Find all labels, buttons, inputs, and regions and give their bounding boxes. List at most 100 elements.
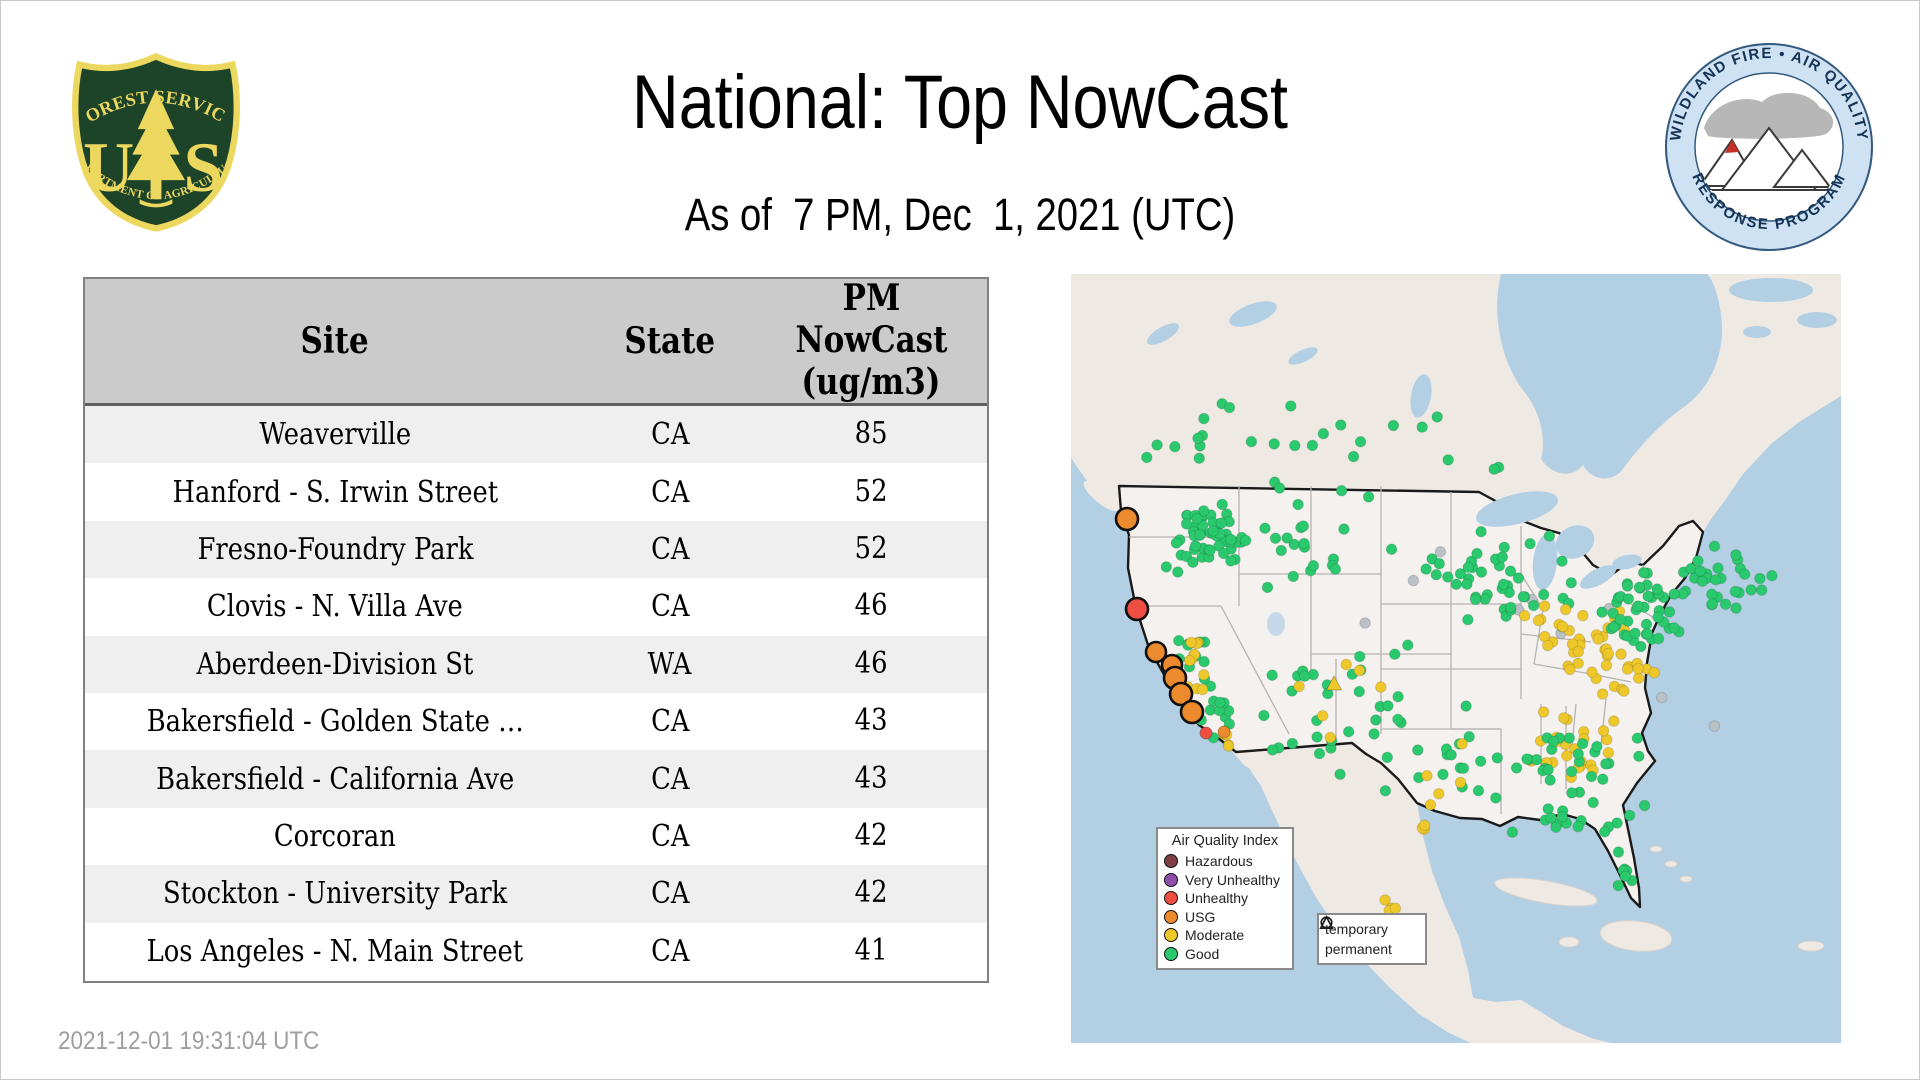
site-cell: Bakersfield - Golden State …: [146, 704, 524, 740]
monitor-dot-moderate: [1183, 654, 1196, 667]
table-row: Hanford - S. Irwin Street CA 52: [85, 463, 987, 521]
aqi-legend-label: Good: [1185, 945, 1220, 962]
monitor-dot-moderate: [1559, 603, 1572, 616]
monitor-dot-moderate: [1566, 638, 1579, 650]
monitor-dot-good: [1281, 532, 1293, 544]
monitor-dot-good: [1638, 799, 1651, 812]
state-cell: CA: [650, 818, 690, 854]
aqi-top-site-markers: [1114, 506, 1343, 740]
state-cell: CA: [650, 933, 690, 969]
nowcast-table-body: Weaverville CA 85 Hanford - S. Irwin Street…: [85, 406, 987, 980]
mountains-icon: [1698, 126, 1833, 191]
monitor-dot-good: [1259, 522, 1271, 535]
monitor-dot-moderate: [1293, 680, 1305, 693]
monitor-dot-good: [1273, 482, 1286, 494]
monitor-dot-no_data: [1434, 546, 1447, 558]
top-site-marker-unhealthy: [1199, 726, 1213, 740]
monitor-dot-good: [1442, 454, 1455, 466]
monitor-dot-good: [1640, 618, 1653, 631]
monitor-dot-good: [1498, 541, 1511, 554]
monitor-type-label: temporary: [1325, 921, 1389, 937]
monitor-dot-good: [1612, 879, 1625, 892]
monitor-dot-good: [1461, 578, 1473, 591]
top-site-marker-usg: [1179, 699, 1205, 725]
monitor-dot-good: [1572, 820, 1584, 833]
monitor-dot-moderate: [1353, 664, 1366, 677]
monitor-dot-good: [1738, 568, 1751, 581]
aqi-dots-layer: [1141, 398, 1778, 917]
site-cell: Bakersfield - California Ave: [155, 761, 515, 797]
nowcast-value-cell: 41: [854, 932, 888, 968]
monitor-dot-good: [1622, 593, 1635, 605]
monitor-dot-good: [1544, 774, 1557, 786]
monitor-dot-moderate: [1222, 740, 1235, 752]
site-cell: Clovis - N. Villa Ave: [207, 589, 463, 625]
monitor-dot-good: [1537, 588, 1550, 601]
monitor-dot-good: [1416, 421, 1429, 433]
column-header-line: (ug/m3): [801, 360, 941, 403]
monitor-dot-good: [1392, 690, 1404, 703]
monitor-dot-good: [1475, 566, 1488, 578]
monitor-dot-good: [1642, 590, 1654, 603]
monitor-dot-moderate: [1586, 666, 1598, 679]
monitor-dot-good: [1755, 584, 1768, 596]
nowcast-value-cell: 52: [854, 531, 888, 567]
monitor-dot-good: [1471, 547, 1483, 560]
monitor-dot-good: [1460, 700, 1472, 712]
aqi-legend-item: USG: [1164, 908, 1286, 927]
table-header-row: Site State PM NowCast (ug/m3): [85, 278, 987, 406]
monitor-dot-moderate: [1556, 620, 1569, 633]
monitor-dot-good: [1430, 568, 1443, 581]
monitor-dot-good: [1306, 439, 1319, 452]
monitor-dot-good: [1269, 532, 1282, 545]
monitor-dot-moderate: [1185, 636, 1197, 649]
shield-letter-u: U: [83, 129, 134, 207]
top-site-marker-usg: [1144, 640, 1168, 664]
monitor-dot-moderate: [1424, 799, 1437, 811]
monitor-dot-good: [1172, 566, 1184, 578]
top-site-marker-usg: [1217, 725, 1231, 739]
monitor-dot-good: [1652, 611, 1664, 624]
monitor-dot-good: [1225, 533, 1237, 546]
monitor-dot-good: [1379, 785, 1392, 797]
monitor-dot-moderate: [1602, 746, 1615, 759]
monitor-dot-good: [1198, 655, 1210, 668]
monitor-dot-good: [1708, 540, 1721, 553]
aqi-legend-item: Good: [1164, 945, 1286, 964]
monitor-dot-good: [1629, 627, 1641, 640]
aqi-legend-items: Hazardous Very Unhealthy Unhealthy USG Moder…: [1164, 852, 1286, 963]
monitor-dot-good: [1506, 826, 1519, 839]
monitor-dot-good: [1587, 796, 1600, 809]
monitor-dot-good: [1381, 751, 1394, 764]
monitor-dot-good: [1462, 561, 1475, 574]
monitor-dot-moderate: [1564, 663, 1576, 676]
nowcast-value-cell: 85: [854, 416, 888, 452]
monitor-dot-good: [1385, 543, 1398, 556]
monitor-dot-good: [1547, 735, 1560, 748]
monitor-dot-good: [1217, 547, 1230, 560]
monitor-dot-moderate: [1316, 710, 1329, 722]
shield-letter-s: S: [184, 129, 223, 207]
aqi-legend: Air Quality Index Hazardous Very Unhealth…: [1156, 827, 1294, 970]
monitor-dot-good: [1504, 601, 1517, 614]
monitor-dot-good: [1387, 419, 1400, 432]
monitor-dot-good: [1170, 537, 1183, 549]
monitor-dot-moderate: [1340, 658, 1353, 671]
monitor-dot-good: [1370, 714, 1382, 726]
aqi-legend-label: Hazardous: [1185, 853, 1253, 870]
table-row: Corcoran CA 42: [85, 807, 987, 866]
monitor-dot-good: [1402, 639, 1414, 652]
monitor-dot-moderate: [1558, 712, 1570, 724]
monitor-dot-good: [1180, 518, 1193, 530]
monitor-dot-good: [1141, 451, 1153, 464]
nowcast-value-cell: 42: [854, 818, 888, 854]
state-cell: CA: [650, 876, 690, 912]
monitor-dot-good: [1651, 583, 1664, 595]
monitor-dot-good: [1607, 607, 1619, 620]
caribbean-islands: [1494, 845, 1825, 952]
state-cell: WA: [648, 646, 692, 682]
table-row: Los Angeles - N. Main Street CA 41: [85, 922, 987, 980]
monitor-dot-good: [1719, 598, 1732, 611]
monitor-dot-good: [1187, 556, 1199, 569]
monitor-dot-good: [1275, 544, 1288, 557]
